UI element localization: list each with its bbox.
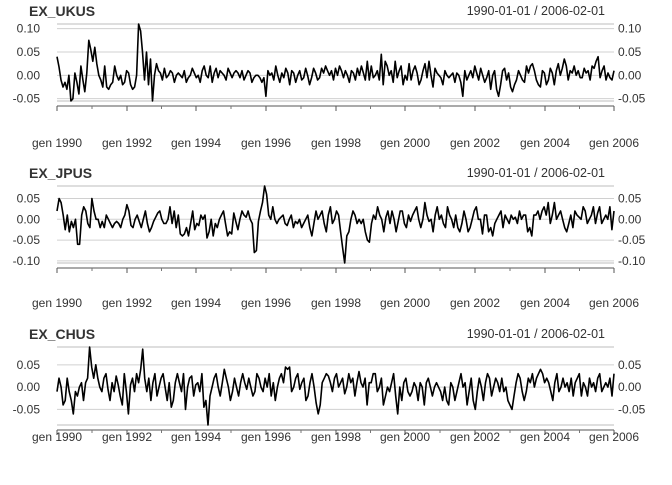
x-tick-label: gen 1992: [102, 296, 152, 310]
x-tick-label: gen 2004: [520, 430, 570, 444]
x-tick-label: gen 1996: [241, 296, 291, 310]
x-tick-label: gen 2000: [380, 296, 430, 310]
chart-panel-ex_ukus: 0.10 0.10 0.05 0.05 0.00 0.00 -0.05 -0.05 gen 19…: [13, 3, 646, 150]
y-tick-label-left: 0.00: [17, 212, 41, 226]
chart-panel-ex_jpus: 0.05 0.05 0.00 0.00 -0.05 -0.05 -0.10 -0.10 gen …: [13, 165, 646, 310]
y-tick-label-right: -0.05: [618, 233, 646, 247]
y-tick-label-left: -0.05: [13, 402, 41, 416]
y-tick-label-left: -0.05: [13, 233, 41, 247]
x-tick-label: gen 2000: [380, 136, 430, 150]
y-tick-label-left: 0.05: [17, 45, 41, 59]
x-tick-label: gen 2006: [589, 430, 639, 444]
chart-title: EX_CHUS: [29, 326, 95, 342]
x-tick-label: gen 2006: [589, 296, 639, 310]
y-tick-label-right: 0.10: [618, 22, 642, 36]
y-tick-label-right: -0.05: [618, 92, 646, 106]
x-tick-label: gen 1990: [32, 296, 82, 310]
x-tick-label: gen 1994: [171, 296, 221, 310]
y-tick-label-right: 0.00: [618, 380, 642, 394]
y-tick-label-right: -0.10: [618, 254, 646, 268]
x-tick-label: gen 1996: [241, 136, 291, 150]
series-line: [56, 23, 615, 102]
x-tick-label: gen 1992: [102, 430, 152, 444]
x-tick-label: gen 1990: [32, 136, 82, 150]
x-tick-label: gen 1992: [102, 136, 152, 150]
series-line: [56, 185, 615, 264]
y-tick-label-left: 0.00: [17, 380, 41, 394]
date-range-label: 1990-01-01 / 2006-02-01: [467, 166, 605, 180]
chart-title: EX_JPUS: [29, 165, 92, 181]
y-tick-label-right: 0.05: [618, 358, 642, 372]
chart-title: EX_UKUS: [29, 3, 95, 19]
x-tick-label: gen 2002: [450, 296, 500, 310]
x-tick-label: gen 2004: [520, 296, 570, 310]
y-tick-label-left: 0.05: [17, 191, 41, 205]
x-tick-label: gen 1994: [171, 136, 221, 150]
y-tick-label-right: 0.00: [618, 212, 642, 226]
x-tick-label: gen 2006: [589, 136, 639, 150]
y-tick-label-left: 0.05: [17, 358, 41, 372]
date-range-label: 1990-01-01 / 2006-02-01: [467, 4, 605, 18]
y-tick-label-left: -0.05: [13, 92, 41, 106]
y-tick-label-right: 0.00: [618, 68, 642, 82]
x-tick-label: gen 2000: [380, 430, 430, 444]
y-tick-label-left: 0.00: [17, 68, 41, 82]
x-tick-label: gen 1996: [241, 430, 291, 444]
x-tick-label: gen 1994: [171, 430, 221, 444]
x-tick-label: gen 1998: [311, 136, 361, 150]
x-tick-label: gen 1990: [32, 430, 82, 444]
y-tick-label-right: 0.05: [618, 191, 642, 205]
y-tick-label-right: -0.05: [618, 402, 646, 416]
x-tick-label: gen 1998: [311, 430, 361, 444]
series-line: [56, 346, 615, 426]
x-tick-label: gen 2002: [450, 136, 500, 150]
y-tick-label-left: 0.10: [17, 22, 41, 36]
y-tick-label-right: 0.05: [618, 45, 642, 59]
chart-panel-ex_chus: 0.05 0.05 0.00 0.00 -0.05 -0.05 gen 1990 gen 19…: [13, 326, 646, 444]
y-tick-label-left: -0.10: [13, 254, 41, 268]
x-tick-label: gen 1998: [311, 296, 361, 310]
date-range-label: 1990-01-01 / 2006-02-01: [467, 327, 605, 341]
x-tick-label: gen 2002: [450, 430, 500, 444]
x-tick-label: gen 2004: [520, 136, 570, 150]
